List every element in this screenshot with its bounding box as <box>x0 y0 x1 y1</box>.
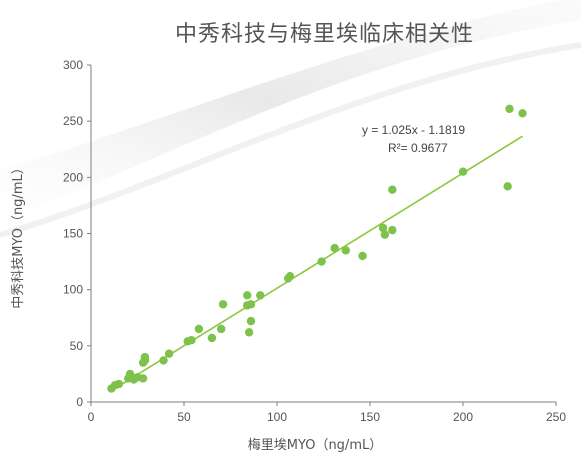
trendline <box>109 135 523 393</box>
data-point <box>164 349 174 358</box>
data-point <box>246 316 256 326</box>
data-point <box>194 324 204 334</box>
data-point <box>317 257 326 266</box>
y-tick-label: 200 <box>63 170 83 184</box>
data-point <box>138 374 148 383</box>
data-point <box>378 223 388 233</box>
data-point <box>458 167 468 176</box>
data-point <box>358 251 367 261</box>
ticks: 0 50 100 150 200 250 0 50 100 150 200 250 300 <box>63 58 566 424</box>
data-point <box>330 243 339 253</box>
trendline-group <box>109 135 523 393</box>
data-point <box>518 109 527 118</box>
data-point <box>341 246 351 255</box>
x-tick-label: 0 <box>88 410 95 424</box>
x-axis-title: 梅里埃MYO（ng/mL） <box>248 438 382 453</box>
data-points <box>107 104 527 393</box>
data-point <box>503 182 512 191</box>
y-axis-title: 中秀科技MYO（ng/mL） <box>11 161 26 308</box>
data-point <box>140 352 150 362</box>
data-point <box>244 328 254 337</box>
data-point <box>243 291 252 300</box>
data-point <box>505 104 514 114</box>
data-point <box>159 356 168 365</box>
chart-title: 中秀科技与梅里埃临床相关性 <box>175 22 475 47</box>
data-point <box>114 379 124 389</box>
data-point <box>218 300 228 309</box>
data-point <box>380 230 390 239</box>
r-squared-label: R²= 0.9677 <box>388 141 448 155</box>
data-point <box>256 291 265 300</box>
trendline-equation: y = 1.025x - 1.1819 <box>362 123 465 137</box>
y-tick-label: 100 <box>63 283 83 297</box>
x-tick-label: 50 <box>177 410 191 424</box>
data-point <box>207 333 217 343</box>
y-tick-label: 250 <box>63 114 83 128</box>
x-tick-label: 250 <box>546 410 566 424</box>
x-tick-label: 150 <box>360 410 380 424</box>
data-point <box>388 225 397 235</box>
data-point <box>187 336 196 345</box>
data-point <box>285 271 295 281</box>
y-tick-label: 50 <box>70 339 84 353</box>
y-tick-label: 150 <box>63 227 83 241</box>
data-point <box>217 324 226 334</box>
x-tick-label: 100 <box>267 410 287 424</box>
y-tick-label: 0 <box>76 395 83 409</box>
x-tick-label: 200 <box>453 410 473 424</box>
data-point <box>246 300 256 309</box>
data-point <box>388 185 397 194</box>
axes <box>90 65 556 403</box>
y-tick-label: 300 <box>63 58 83 72</box>
